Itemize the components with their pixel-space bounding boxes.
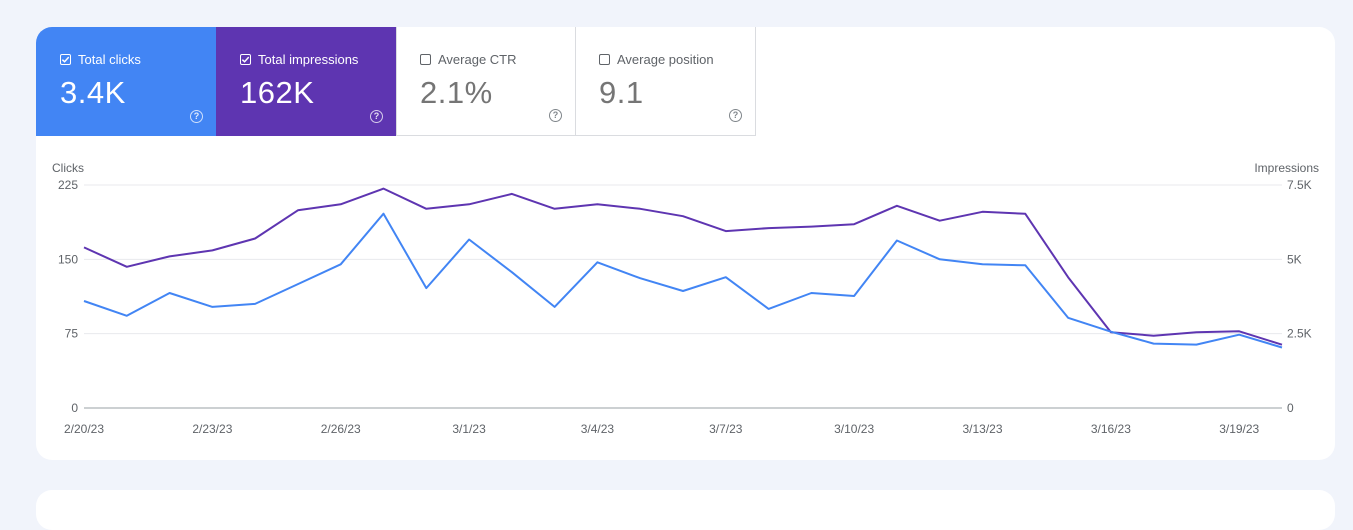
metric-total-clicks[interactable]: Total clicks 3.4K ? [36, 27, 216, 136]
performance-chart[interactable]: 0 0 75 2.5K 150 5K 225 7.5K 2/20/23 2/23/23 2/26/2… [36, 27, 1335, 460]
x-tick-label: 2/26/23 [321, 422, 361, 436]
metric-label: Average CTR [438, 52, 517, 67]
performance-card: Total clicks 3.4K ? Total impressions 16… [36, 27, 1335, 460]
metric-header: Total clicks [60, 52, 141, 67]
clicks-series-line [83, 212, 1283, 349]
checkbox-checked-icon[interactable] [60, 54, 71, 65]
metric-header: Total impressions [240, 52, 358, 67]
metric-average-position[interactable]: Average position 9.1 ? [576, 27, 756, 136]
right-tick-label: 7.5K [1287, 178, 1312, 192]
metric-label: Total impressions [258, 52, 359, 67]
checkbox-checked-icon[interactable] [240, 54, 251, 65]
checkbox-unchecked-icon[interactable] [599, 54, 610, 65]
right-tick-label: 5K [1287, 252, 1302, 266]
left-tick-label: 0 [71, 401, 78, 415]
help-icon[interactable]: ? [190, 110, 203, 123]
x-tick-label: 3/19/23 [1219, 422, 1259, 436]
checkbox-unchecked-icon[interactable] [420, 54, 431, 65]
left-tick-label: 75 [65, 327, 79, 341]
metric-value: 9.1 [599, 75, 644, 110]
metric-average-ctr[interactable]: Average CTR 2.1% ? [396, 27, 576, 136]
left-tick-label: 225 [58, 178, 78, 192]
metric-total-impressions[interactable]: Total impressions 162K ? [216, 27, 396, 136]
help-icon[interactable]: ? [370, 110, 383, 123]
x-tick-label: 2/20/23 [64, 422, 104, 436]
left-axis-title: Clicks [52, 161, 84, 175]
x-tick-label: 3/1/23 [452, 422, 486, 436]
metric-value: 2.1% [420, 75, 493, 110]
x-tick-label: 3/10/23 [834, 422, 874, 436]
impressions-series-line [83, 187, 1283, 346]
metric-label: Average position [617, 52, 714, 67]
help-icon[interactable]: ? [549, 109, 562, 122]
metric-header: Average position [599, 52, 714, 67]
metric-value: 162K [240, 75, 315, 110]
secondary-card [36, 490, 1335, 530]
x-tick-label: 3/4/23 [581, 422, 615, 436]
left-tick-label: 150 [58, 252, 78, 266]
metric-header: Average CTR [420, 52, 517, 67]
metric-label: Total clicks [78, 52, 141, 67]
metric-value: 3.4K [60, 75, 126, 110]
x-tick-label: 2/23/23 [192, 422, 232, 436]
x-tick-label: 3/16/23 [1091, 422, 1131, 436]
x-tick-label: 3/13/23 [962, 422, 1002, 436]
help-icon[interactable]: ? [729, 109, 742, 122]
right-tick-label: 0 [1287, 401, 1294, 415]
right-axis-title: Impressions [1254, 161, 1319, 175]
x-tick-label: 3/7/23 [709, 422, 743, 436]
right-tick-label: 2.5K [1287, 327, 1312, 341]
